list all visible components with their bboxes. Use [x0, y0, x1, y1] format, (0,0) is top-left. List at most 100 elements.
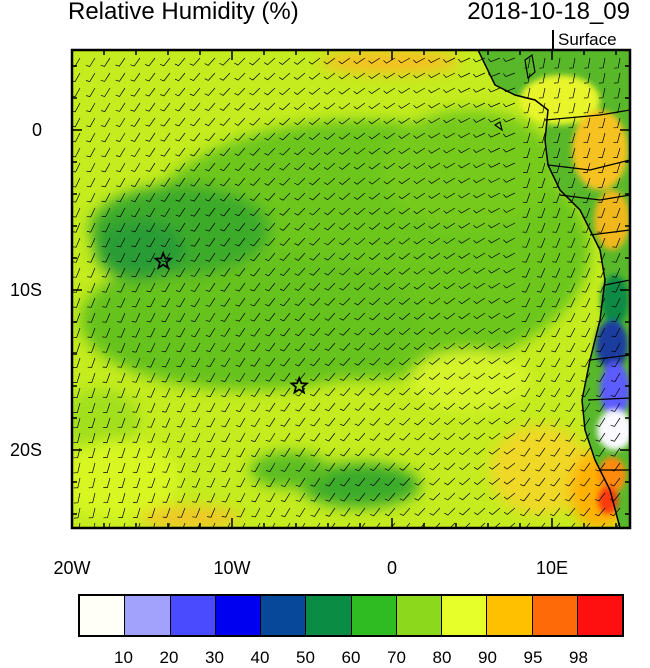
- wind-barb: [523, 162, 531, 173]
- wind-barb: [473, 267, 486, 274]
- wind-barb: [219, 102, 231, 111]
- wind-barb: [383, 102, 396, 109]
- wind-barb: [597, 252, 606, 263]
- wind-barb: [72, 372, 81, 383]
- wind-barb: [458, 87, 471, 93]
- wind-barb: [399, 432, 411, 441]
- wind-barb: [192, 507, 201, 518]
- wind-barb: [190, 297, 201, 308]
- colorbar-box-9: [487, 596, 533, 635]
- wind-barb: [160, 222, 171, 232]
- wind-barb: [488, 462, 501, 470]
- wind-barb: [279, 102, 291, 111]
- wind-barb: [353, 147, 366, 155]
- wind-barb: [176, 417, 186, 428]
- wind-barb: [383, 222, 396, 230]
- wind-barb: [294, 192, 306, 201]
- wind-barb: [565, 447, 576, 457]
- wind-barb: [145, 117, 156, 127]
- wind-barb: [582, 252, 591, 263]
- wind-barb: [235, 327, 246, 337]
- wind-barb: [118, 507, 126, 518]
- wind-barb: [565, 462, 576, 472]
- wind-barb: [535, 462, 546, 472]
- wind-barb: [353, 117, 366, 125]
- wind-barb: [339, 267, 351, 276]
- wind-barb: [339, 282, 351, 291]
- wind-barb: [583, 117, 591, 129]
- wind-barb: [235, 342, 246, 352]
- wind-barb: [536, 297, 546, 308]
- wind-barb: [116, 177, 126, 188]
- wind-barb: [353, 87, 366, 95]
- colorbar-box-6: [351, 596, 397, 635]
- wind-barb: [488, 222, 501, 229]
- wind-barb: [117, 432, 126, 443]
- wind-barb: [249, 147, 261, 156]
- axis-ticks: [71, 50, 630, 528]
- wind-barb: [398, 57, 411, 64]
- wind-barb: [235, 282, 246, 292]
- wind-barb: [538, 132, 546, 144]
- wind-barb: [73, 402, 81, 413]
- wind-barb: [443, 147, 456, 154]
- wind-barb: [488, 492, 501, 500]
- wind-barb: [384, 372, 396, 381]
- wind-barb: [162, 492, 171, 503]
- wind-barb: [325, 447, 336, 457]
- wind-barb: [264, 117, 276, 126]
- station-star-1: [153, 250, 174, 270]
- wind-barb: [473, 327, 486, 335]
- colorbar-box-3: [215, 596, 261, 635]
- wind-barb: [265, 327, 276, 337]
- wind-barb: [147, 387, 156, 398]
- wind-barb: [339, 402, 351, 412]
- wind-barb: [353, 72, 366, 80]
- wind-barb: [368, 252, 381, 260]
- wind-barb: [458, 132, 471, 139]
- wind-barb: [101, 162, 111, 173]
- wind-barb: [115, 117, 126, 127]
- wind-barb: [117, 342, 126, 353]
- wind-barb: [539, 57, 546, 69]
- lon-label-10w: 10W: [213, 558, 251, 578]
- wind-barb: [161, 402, 171, 413]
- wind-barb: [368, 237, 381, 245]
- wind-barb: [73, 477, 81, 489]
- wind-barb: [523, 102, 531, 114]
- wind-barb: [145, 192, 156, 202]
- wind-barb: [339, 237, 351, 246]
- wind-barb: [459, 462, 471, 471]
- wind-barb: [324, 222, 336, 231]
- wind-barb: [162, 417, 171, 428]
- wind-barb: [488, 327, 501, 334]
- wind-barb: [220, 237, 231, 247]
- wind-barb: [428, 297, 441, 305]
- wind-barb: [146, 327, 156, 338]
- wind-barb: [265, 372, 276, 382]
- wind-barb: [174, 57, 186, 67]
- wind-barb: [100, 72, 111, 82]
- wind-barb: [428, 207, 441, 214]
- wind-barb: [294, 117, 306, 126]
- wind-barb: [130, 162, 141, 172]
- wind-barb: [279, 252, 291, 261]
- wind-barb: [458, 102, 471, 108]
- wind-barb: [520, 492, 531, 502]
- wind-barb: [613, 117, 621, 129]
- wind-barb: [219, 87, 231, 96]
- humidity-field: [72, 50, 630, 528]
- wind-barb: [103, 492, 111, 504]
- wind-barb: [147, 402, 156, 413]
- wind-barb: [339, 342, 351, 351]
- wind-barb: [458, 327, 471, 335]
- wind-barb: [610, 387, 621, 398]
- wind-barb: [581, 342, 591, 353]
- wind-barb: [221, 402, 231, 413]
- wind-barb: [581, 282, 591, 293]
- wind-barb: [161, 372, 171, 383]
- wind-barb: [190, 147, 201, 157]
- wind-barb: [521, 282, 531, 293]
- wind-barb: [338, 192, 351, 201]
- wind-barb: [568, 102, 576, 114]
